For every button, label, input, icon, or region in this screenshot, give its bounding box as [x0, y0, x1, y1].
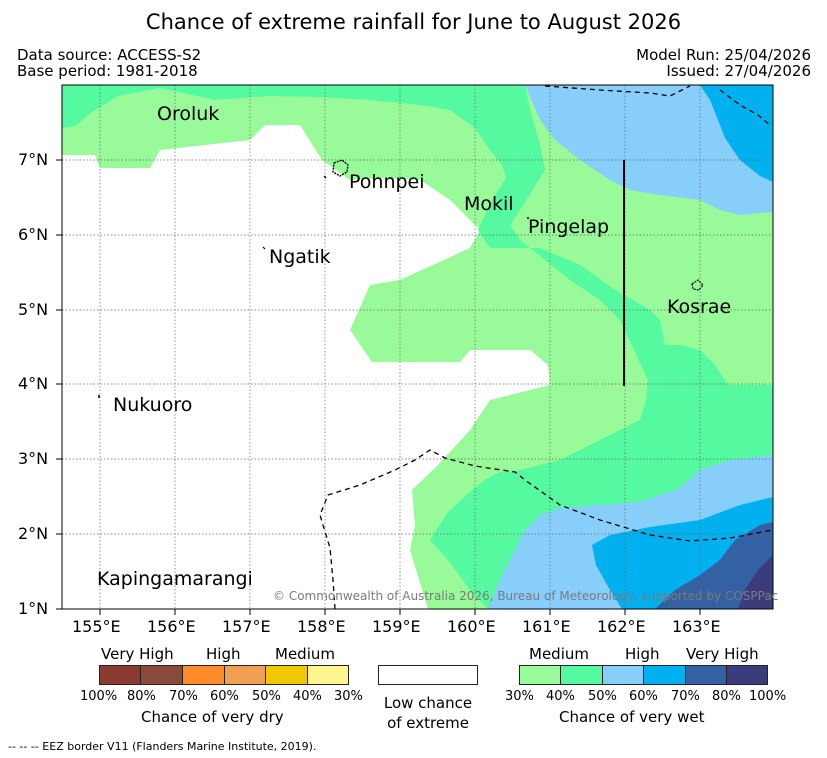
legend-dry-swatch [182, 665, 225, 685]
legend-wet-header: Very High [686, 645, 759, 663]
place-label-kosrae: Kosrae [667, 296, 732, 318]
place-label-pohnpei: Pohnpei [349, 171, 425, 193]
place-label-ngatik: Ngatik [269, 246, 331, 268]
lon-tick: 162°E [597, 617, 646, 636]
data-source: Data source: ACCESS-S2 [17, 46, 202, 64]
legend-wet-swatch [726, 665, 768, 685]
legend-dry-title: Chance of very dry [141, 708, 284, 726]
legend-dry-pct: 80% [127, 689, 156, 704]
legend-dry-pct: 100% [80, 689, 118, 704]
lat-tick: 3°N [18, 449, 49, 468]
lon-tick: 155°E [72, 617, 121, 636]
legend-wet-swatch [685, 665, 727, 685]
legend-dry-pct: 40% [293, 689, 322, 704]
lon-tick: 161°E [522, 617, 571, 636]
map-title: Chance of extreme rainfall for June to A… [145, 10, 682, 34]
legend-wet-pct: 70% [671, 689, 700, 704]
kosrae-island [691, 279, 704, 291]
model-run: Model Run: 25/04/2026 [636, 46, 811, 64]
band-wet-50 [525, 85, 773, 215]
legend-dry-pct: 30% [334, 689, 363, 704]
island-dot [323, 175, 327, 179]
legend-wet-pct: 30% [505, 689, 534, 704]
lon-tick: 160°E [447, 617, 496, 636]
legend-dry-swatch [307, 665, 349, 685]
band-wet-60 [700, 85, 773, 182]
legend-wet-swatch [519, 665, 561, 685]
legend-wet-swatch [560, 665, 603, 685]
legend-wet-swatch [643, 665, 686, 685]
legend-wet-pct: 60% [629, 689, 658, 704]
band-wet-80 [738, 555, 773, 609]
legend-dry-header: Very High [101, 645, 174, 663]
lat-tick: 1°N [18, 599, 49, 618]
lat-tick: 7°N [18, 150, 49, 169]
graticule [62, 85, 773, 609]
place-label-mokil: Mokil [464, 193, 514, 215]
pohnpei-island [332, 159, 349, 177]
lon-tick: 163°E [672, 617, 721, 636]
issued-date: Issued: 27/04/2026 [666, 62, 811, 80]
legend-dry-header: High [206, 645, 241, 663]
legend-dry-pct: 70% [169, 689, 198, 704]
place-label-kapingamarangi: Kapingamarangi [97, 568, 253, 590]
eez-border [319, 85, 774, 610]
legend-neutral-swatch [378, 665, 478, 685]
legend-dry-pct: 60% [210, 689, 239, 704]
legend-wet-pct: 80% [712, 689, 741, 704]
legend-wet-header: High [625, 645, 660, 663]
lat-tick: 4°N [18, 374, 49, 393]
legend-dry-swatch [99, 665, 141, 685]
lon-tick: 156°E [147, 617, 196, 636]
lon-tick: 158°E [297, 617, 346, 636]
legend-dry-header: Medium [275, 645, 335, 663]
ngatik-dot-2 [270, 254, 273, 258]
map-frame [61, 84, 774, 610]
legend-wet-title: Chance of very wet [559, 708, 705, 726]
legend-dry-swatch [140, 665, 183, 685]
legend-dry-swatch [224, 665, 266, 685]
lon-tick: 159°E [372, 617, 421, 636]
band-wet-70 [655, 522, 773, 609]
place-label-pingelap: Pingelap [528, 216, 610, 238]
legend-dry-swatch [265, 665, 308, 685]
legend-neutral-line2: of extreme [387, 714, 469, 732]
pingelap-dot [527, 217, 529, 219]
base-period: Base period: 1981-2018 [17, 62, 198, 80]
lat-tick: 6°N [18, 225, 49, 244]
place-label-nukuoro: Nukuoro [113, 394, 193, 416]
legend-wet-pct: 100% [749, 689, 787, 704]
legend-neutral-line1: Low chance [383, 694, 473, 712]
lat-tick: 5°N [18, 300, 49, 319]
copyright-notice: © Commonwealth of Australia 2026, Bureau… [273, 589, 779, 603]
band-wet-40 [62, 85, 773, 609]
eez-footnote: -- -- -- EEZ border V11 (Flanders Marine… [8, 740, 317, 753]
legend-wet-pct: 40% [546, 689, 575, 704]
place-label-oroluk: Oroluk [157, 103, 220, 125]
ngatik-dot [262, 246, 266, 250]
legend-wet-pct: 50% [588, 689, 617, 704]
legend-wet-header: Medium [529, 645, 589, 663]
lon-tick: 157°E [222, 617, 271, 636]
legend-dry-pct: 50% [252, 689, 281, 704]
legend-wet-swatch [602, 665, 644, 685]
tick-marks [56, 159, 701, 615]
lat-tick: 2°N [18, 524, 49, 543]
